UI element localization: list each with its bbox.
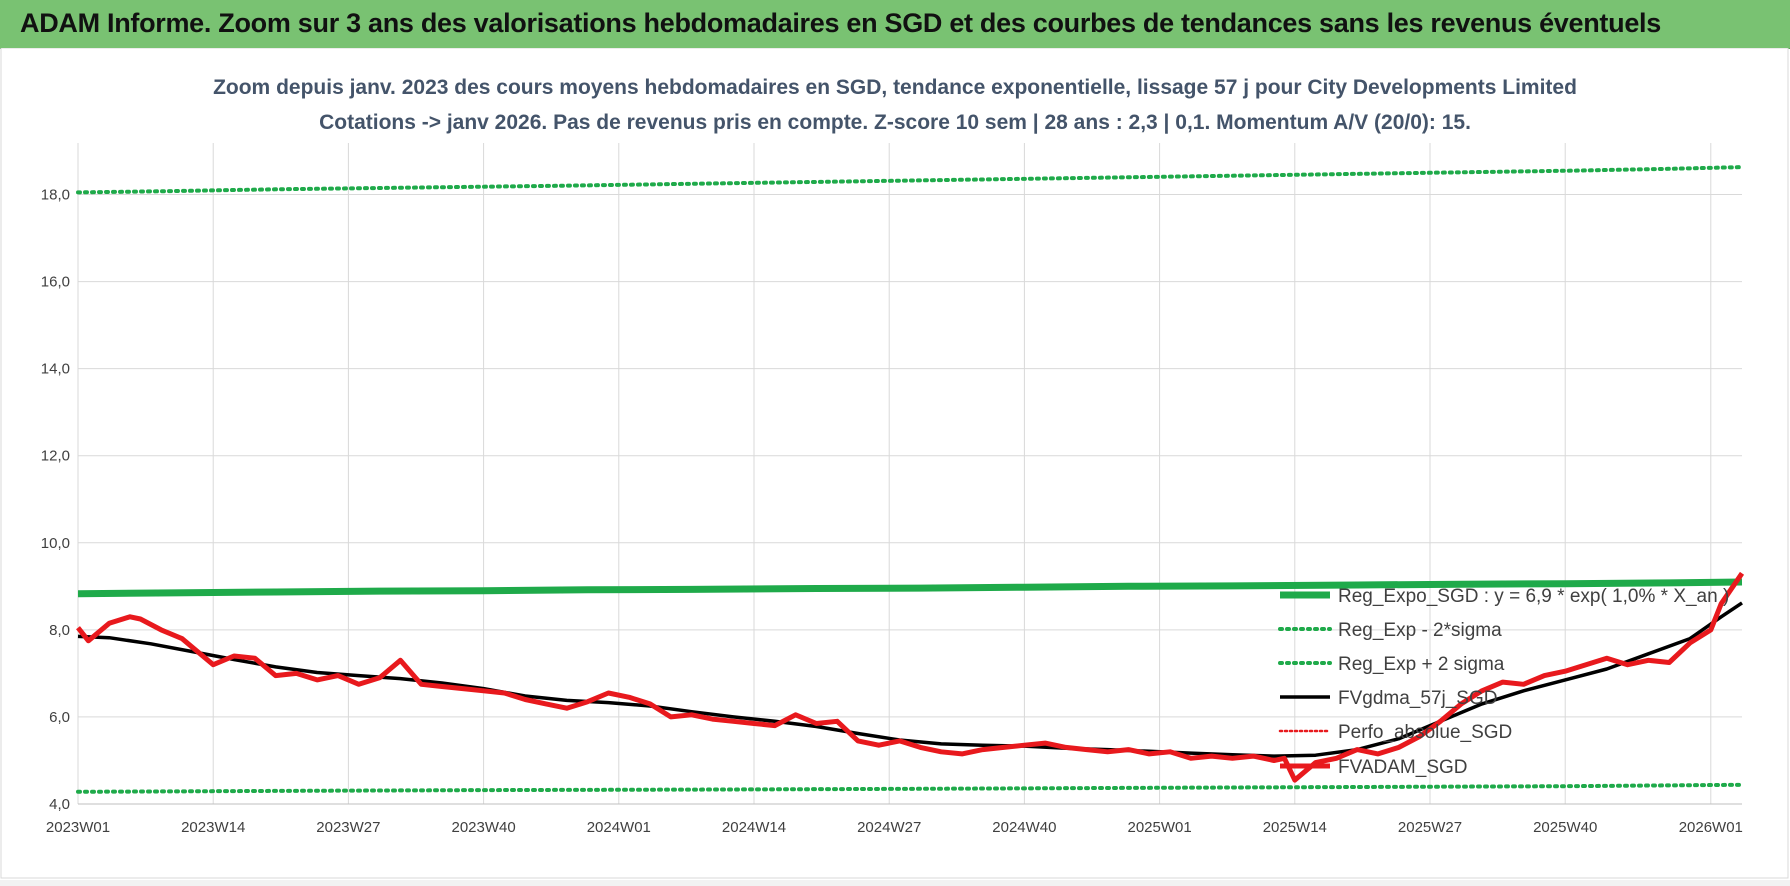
x-tick-label: 2026W01 [1679, 819, 1743, 836]
x-tick-label: 2023W14 [181, 819, 245, 836]
x-tick-label: 2024W40 [992, 819, 1056, 836]
legend-label: FVADAM_SGD [1338, 757, 1468, 778]
banner-title: ADAM Informe. Zoom sur 3 ans des valoris… [20, 8, 1661, 38]
legend-label: Reg_Exp + 2 sigma [1338, 654, 1505, 675]
chart-title: Zoom depuis janv. 2023 des cours moyens … [213, 76, 1577, 99]
x-axis: 2023W01 2023W14 2023W27 2023W40 2024W01 2024W… [46, 803, 1743, 836]
legend: Reg_Expo_SGD : y = 6,9 * exp( 1,0% * X_a… [1278, 586, 1729, 778]
x-tick-label: 2025W27 [1398, 819, 1462, 836]
x-tick-label: 2024W27 [857, 819, 921, 836]
legend-label: Reg_Exp - 2*sigma [1338, 620, 1502, 641]
legend-label: FVgdma_57j_SGD [1338, 688, 1497, 709]
x-tick-label: 2023W01 [46, 819, 110, 836]
legend-label: Perfo_absolue_SGD [1338, 722, 1512, 743]
series-reg-expo [77, 578, 1743, 598]
y-tick-label: 14,0 [41, 361, 70, 378]
x-tick-label: 2023W40 [451, 819, 515, 836]
y-tick-label: 8,0 [49, 622, 70, 639]
x-tick-label: 2025W01 [1127, 819, 1191, 836]
y-tick-label: 6,0 [49, 709, 70, 726]
series-reg-exp-minus-2sigma [76, 782, 1744, 794]
x-tick-label: 2024W01 [587, 819, 651, 836]
bottom-bar [0, 880, 1790, 886]
chart: Zoom depuis janv. 2023 des cours moyens … [0, 48, 1789, 879]
y-tick-label: 10,0 [41, 535, 70, 552]
series-reg-exp-plus-2sigma [76, 165, 1744, 195]
y-tick-label: 18,0 [41, 187, 70, 204]
series-group [76, 165, 1745, 794]
y-tick-label: 16,0 [41, 274, 70, 291]
gridlines [77, 143, 1742, 805]
series-fvadam [76, 571, 1745, 783]
y-tick-label: 4,0 [49, 796, 70, 813]
y-axis: 4,0 6,0 8,0 10,0 12,0 14,0 16,0 18,0 [41, 187, 70, 813]
chart-subtitle: Cotations -> janv 2026. Pas de revenus p… [319, 111, 1471, 134]
x-tick-label: 2024W14 [722, 819, 786, 836]
x-tick-label: 2025W14 [1263, 819, 1327, 836]
series-fvgdma-57j [77, 601, 1743, 758]
report-banner: ADAM Informe. Zoom sur 3 ans des valoris… [0, 0, 1790, 49]
x-tick-label: 2025W40 [1533, 819, 1597, 836]
y-tick-label: 12,0 [41, 448, 70, 465]
legend-label: Reg_Expo_SGD : y = 6,9 * exp( 1,0% * X_a… [1338, 586, 1729, 607]
x-tick-label: 2023W27 [316, 819, 380, 836]
